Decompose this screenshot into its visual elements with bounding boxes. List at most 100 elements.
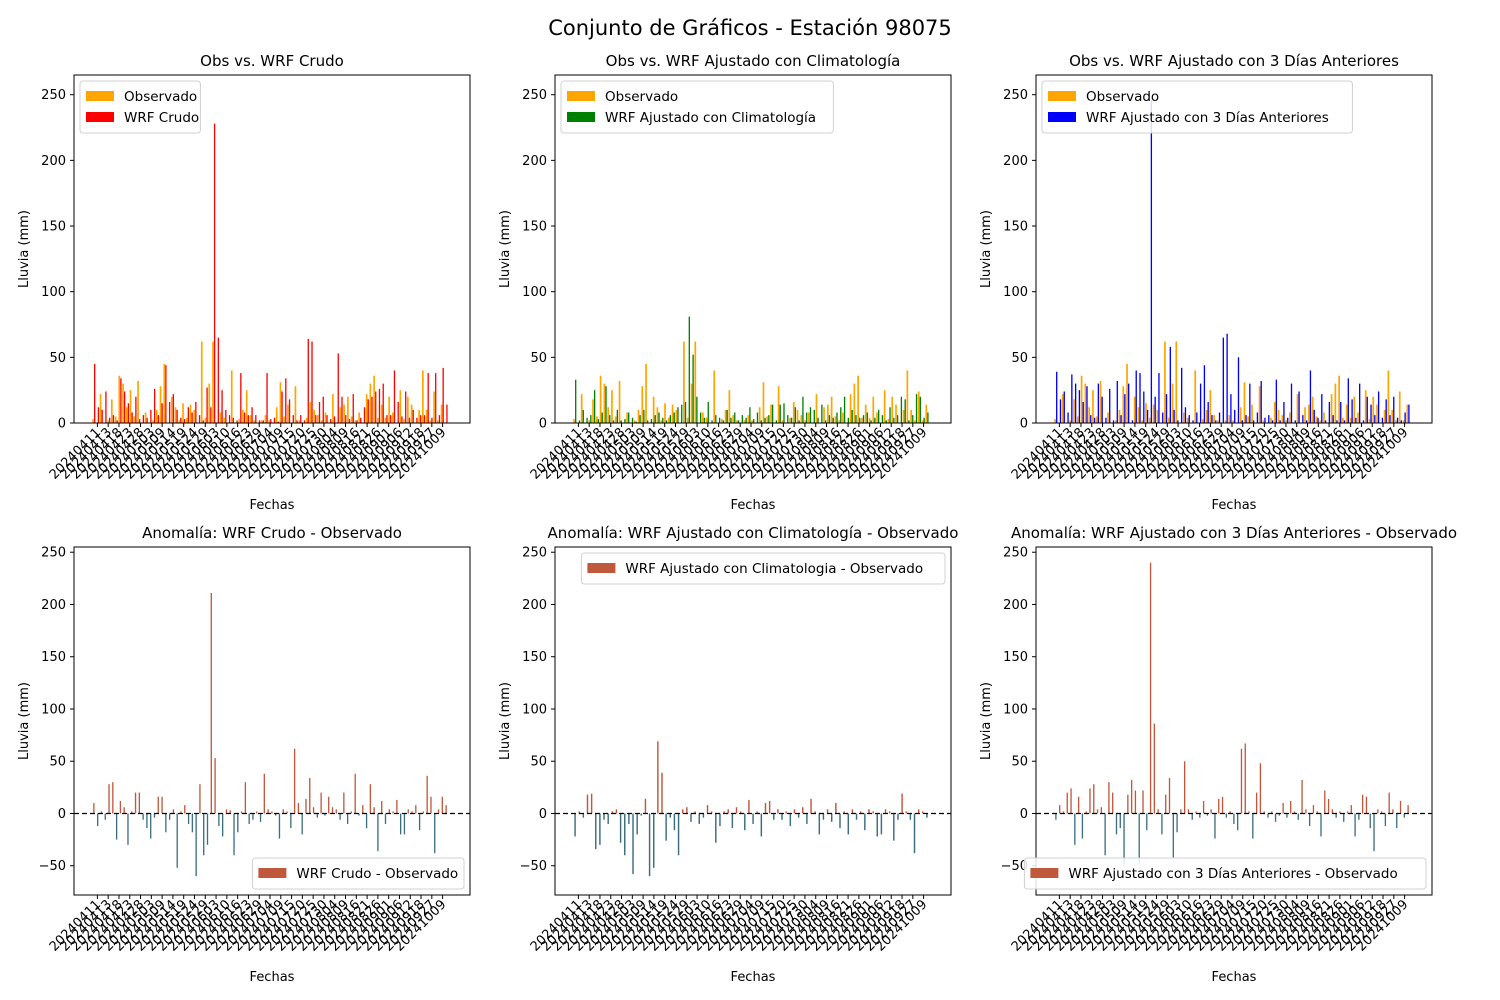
bar: [433, 391, 435, 423]
bar: [1377, 391, 1380, 423]
bar: [1228, 415, 1231, 423]
bar: [1195, 811, 1197, 814]
bar: [1324, 420, 1327, 423]
bar: [1307, 404, 1310, 423]
bar: [100, 811, 103, 814]
bar: [736, 420, 738, 423]
bar: [350, 416, 353, 423]
bar: [1264, 417, 1266, 423]
bar: [779, 404, 781, 423]
bar: [1120, 415, 1122, 423]
bar: [1305, 420, 1308, 423]
bar: [1312, 805, 1315, 814]
bar: [1259, 763, 1262, 814]
bar: [1210, 809, 1212, 814]
bar: [1194, 370, 1197, 423]
bar: [407, 809, 409, 814]
bar: [671, 404, 674, 423]
bar: [595, 416, 598, 423]
bar: [371, 396, 373, 423]
bar: [619, 813, 622, 843]
y-tick-label: 50: [1011, 351, 1028, 366]
bar: [690, 813, 692, 822]
bar: [815, 394, 818, 423]
bar: [1274, 813, 1277, 822]
bar: [405, 391, 407, 423]
bar: [814, 811, 816, 814]
bar: [793, 809, 796, 814]
bar: [168, 401, 171, 423]
bar: [775, 420, 778, 423]
bar: [1396, 417, 1399, 423]
bar: [573, 419, 575, 423]
bar: [110, 399, 113, 423]
bar: [256, 811, 258, 814]
bar: [332, 394, 334, 423]
x-axis-label: Fechas: [731, 498, 776, 513]
bar: [1399, 800, 1402, 814]
bar: [1263, 811, 1265, 814]
bar: [711, 420, 713, 423]
bar: [818, 813, 821, 835]
bar: [1114, 420, 1117, 423]
bar: [656, 407, 659, 423]
bar: [840, 407, 842, 423]
bar: [1395, 420, 1397, 423]
bar: [839, 813, 841, 829]
bar: [1336, 420, 1338, 423]
bar: [297, 803, 300, 814]
bar: [363, 407, 366, 423]
bar: [1403, 813, 1405, 818]
bar: [1335, 813, 1337, 818]
bar: [917, 391, 920, 423]
chart-title: Anomalía: WRF Ajustado con Climatología …: [548, 524, 959, 542]
y-tick-label: 100: [1003, 702, 1028, 717]
y-axis-label: Lluvia (mm): [17, 682, 32, 760]
bar: [1355, 417, 1357, 423]
bar: [821, 404, 823, 423]
bar: [702, 813, 705, 818]
bar: [307, 338, 309, 423]
bar: [1199, 813, 1201, 818]
bar: [225, 409, 227, 423]
bar: [896, 415, 899, 423]
bar: [681, 809, 684, 814]
bar: [99, 394, 102, 423]
bar: [734, 412, 736, 423]
y-tick-label: 150: [1003, 650, 1028, 665]
y-tick-label: 0: [539, 417, 547, 432]
bar: [883, 390, 886, 423]
bar: [1172, 813, 1174, 858]
bar: [662, 417, 664, 423]
bar: [611, 390, 613, 423]
bar: [641, 386, 644, 423]
bar: [1059, 399, 1062, 423]
bar: [1260, 380, 1262, 423]
bar: [425, 409, 428, 423]
bar: [1273, 401, 1276, 423]
bar: [817, 417, 819, 423]
bar: [1406, 404, 1409, 423]
bar: [607, 813, 609, 824]
bar: [312, 807, 315, 814]
legend-swatch: [1030, 868, 1059, 878]
bar: [748, 799, 750, 814]
bar: [633, 420, 636, 423]
bar: [1119, 813, 1121, 829]
bar: [895, 404, 897, 423]
bar: [1085, 811, 1087, 814]
y-tick-label: −50: [520, 859, 547, 874]
bar: [375, 391, 377, 423]
bar: [601, 412, 603, 423]
bar: [737, 420, 740, 423]
bar: [434, 813, 436, 854]
bar: [1108, 782, 1110, 814]
bar: [176, 409, 178, 423]
y-tick-label: 200: [1003, 598, 1028, 613]
bar: [654, 415, 656, 423]
bar: [880, 813, 883, 835]
bar: [348, 419, 351, 423]
y-tick-label: 250: [1003, 546, 1028, 561]
bar: [698, 813, 700, 824]
bar: [131, 412, 133, 423]
